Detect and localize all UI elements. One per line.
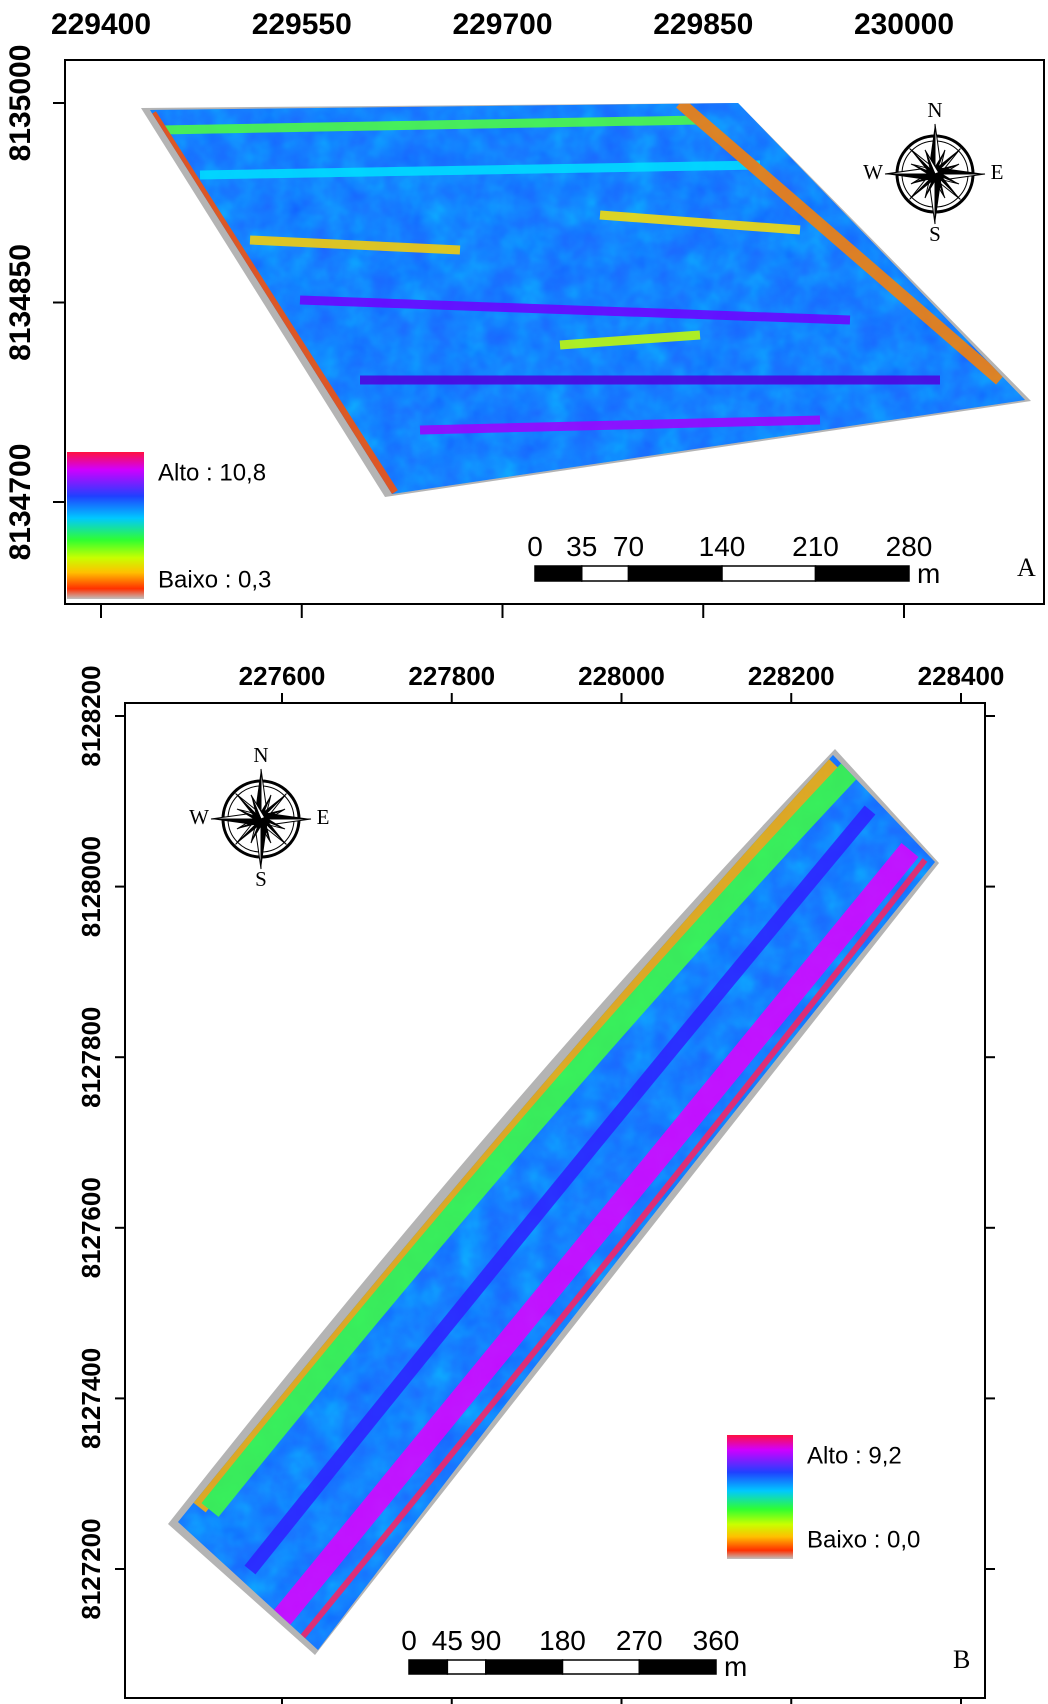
scale-segment <box>408 1659 449 1675</box>
compass-w: W <box>189 805 209 829</box>
compass-point <box>251 819 265 844</box>
scale-label: 140 <box>699 531 746 562</box>
y-tick-label: 8135000 <box>4 45 37 162</box>
x-tick-label: 228200 <box>748 661 835 691</box>
compass-point <box>935 174 942 224</box>
compass-point <box>235 793 261 822</box>
compass-point <box>935 167 985 174</box>
y-tick-label: 8127400 <box>76 1348 106 1449</box>
y-tick-label: 8127800 <box>76 1007 106 1108</box>
map-b <box>168 749 939 1655</box>
compass-point <box>261 815 286 829</box>
legend-ramp <box>727 1435 793 1559</box>
map-frame <box>64 59 1045 605</box>
y-tick-label: 8128200 <box>76 665 106 766</box>
scale-label: 70 <box>613 531 644 562</box>
scale-segment <box>561 1659 640 1675</box>
scale-segment <box>721 565 817 582</box>
y-tick-label: 8134700 <box>4 444 37 561</box>
scale-segment <box>627 565 723 582</box>
scale-segment <box>581 565 630 582</box>
panel-letter: A <box>1017 553 1036 582</box>
compass-s: S <box>929 222 941 246</box>
legend-ramp <box>67 452 144 599</box>
compass-point <box>261 812 311 819</box>
compass-s: S <box>255 867 267 891</box>
compass-w: W <box>863 160 883 184</box>
compass-point <box>250 794 266 820</box>
legend-high: Alto : 10,8 <box>158 459 266 486</box>
x-tick-label: 227800 <box>408 661 495 691</box>
scale-label: 210 <box>792 531 839 562</box>
compass-n: N <box>253 743 268 767</box>
scale-unit: m <box>917 558 940 589</box>
scale-segment <box>814 565 910 582</box>
x-tick-label: 227600 <box>239 661 326 691</box>
compass-e: E <box>317 805 330 829</box>
compass-point <box>885 174 935 181</box>
scale-label: 180 <box>539 1625 586 1656</box>
y-tick-label: 8127600 <box>76 1177 106 1278</box>
compass-point <box>909 148 935 177</box>
legend-low: Baixo : 0,0 <box>807 1526 920 1553</box>
map-frame <box>124 702 986 1699</box>
x-tick-label: 229700 <box>452 8 552 41</box>
compass-n: N <box>927 98 942 122</box>
scale-label: 0 <box>527 531 543 562</box>
scale-segment <box>485 1659 564 1675</box>
scale-unit: m <box>724 1651 747 1682</box>
scale-segment <box>534 565 583 582</box>
x-tick-label: 228000 <box>578 661 665 691</box>
y-tick-label: 8127200 <box>76 1518 106 1619</box>
legend-low: Baixo : 0,3 <box>158 566 271 593</box>
compass-e: E <box>991 160 1004 184</box>
compass-rose: N S E W <box>189 743 329 891</box>
y-tick-label: 8134850 <box>4 244 37 361</box>
compass-point <box>910 164 935 178</box>
x-tick-label: 229550 <box>252 8 352 41</box>
y-tick-label: 8128000 <box>76 836 106 937</box>
scale-label: 280 <box>886 531 933 562</box>
scale-label: 45 <box>432 1625 463 1656</box>
scale-segment <box>638 1659 717 1675</box>
x-tick-label: 228400 <box>918 661 1005 691</box>
scale-label: 35 <box>566 531 597 562</box>
compass-point <box>924 149 940 175</box>
scale-label: 360 <box>693 1625 740 1656</box>
x-tick-label: 230000 <box>854 8 954 41</box>
compass-point <box>925 174 939 199</box>
x-tick-label: 229400 <box>51 8 151 41</box>
x-tick-label: 229850 <box>653 8 753 41</box>
legend-high: Alto : 9,2 <box>807 1442 902 1469</box>
compass-point <box>261 819 268 869</box>
scale-label: 0 <box>401 1625 417 1656</box>
compass-point <box>935 170 960 184</box>
compass-rose: N S E W <box>863 98 1003 246</box>
scale-label: 90 <box>470 1625 501 1656</box>
compass-point <box>211 819 261 826</box>
panel-letter: B <box>953 1645 970 1674</box>
scale-segment <box>446 1659 487 1675</box>
scale-label: 270 <box>616 1625 663 1656</box>
compass-point <box>236 809 261 823</box>
